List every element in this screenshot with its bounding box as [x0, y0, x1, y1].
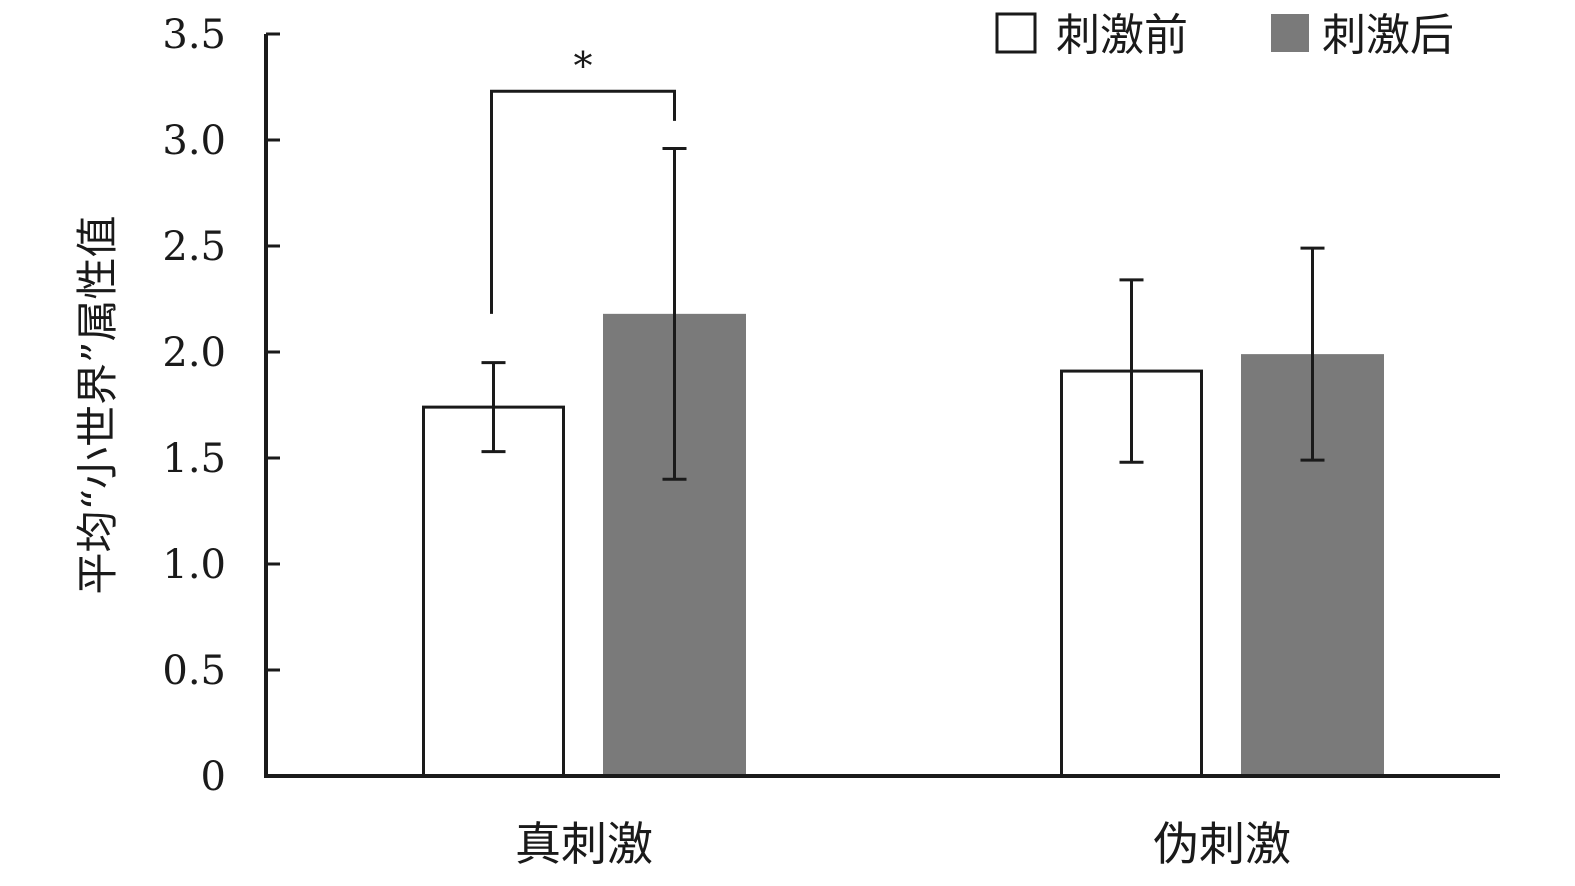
- error-bars: [481, 146, 1325, 481]
- y-axis-label-group: 平均“小世界”属性值: [73, 216, 122, 595]
- y-axis-label: 平均“小世界”属性值: [73, 216, 122, 595]
- y-tick-label: 2.0: [162, 330, 226, 376]
- legend-label: 刺激后: [1322, 10, 1454, 61]
- significance-annotations: *: [490, 44, 676, 314]
- y-tick-label: 2.5: [162, 224, 226, 270]
- legend-label: 刺激前: [1056, 10, 1188, 61]
- legend-swatch: [1271, 14, 1309, 52]
- x-category-label: 伪刺激: [1153, 817, 1291, 871]
- x-axis-category-labels: 真刺激 伪刺激: [515, 817, 1291, 871]
- y-tick-label: 3.5: [162, 12, 226, 58]
- y-tick-label: 1.5: [162, 436, 226, 482]
- legend-swatch: [995, 12, 1037, 54]
- significance-star: *: [574, 44, 593, 88]
- significance-bracket: [490, 89, 676, 314]
- y-tick-label: 3.0: [162, 118, 226, 164]
- y-tick-label: 1.0: [162, 542, 226, 588]
- bars: [422, 313, 1384, 778]
- bar: [422, 405, 565, 778]
- legend: 刺激前 刺激后: [995, 10, 1454, 61]
- y-tick-label: 0: [201, 754, 226, 800]
- y-tick-label: 0.5: [162, 648, 226, 694]
- x-category-label: 真刺激: [515, 817, 653, 871]
- axes: [264, 34, 1500, 778]
- y-axis-ticks: 0 0.5 1.0 1.5 2.0 2.5 3.0 3.5: [162, 12, 280, 800]
